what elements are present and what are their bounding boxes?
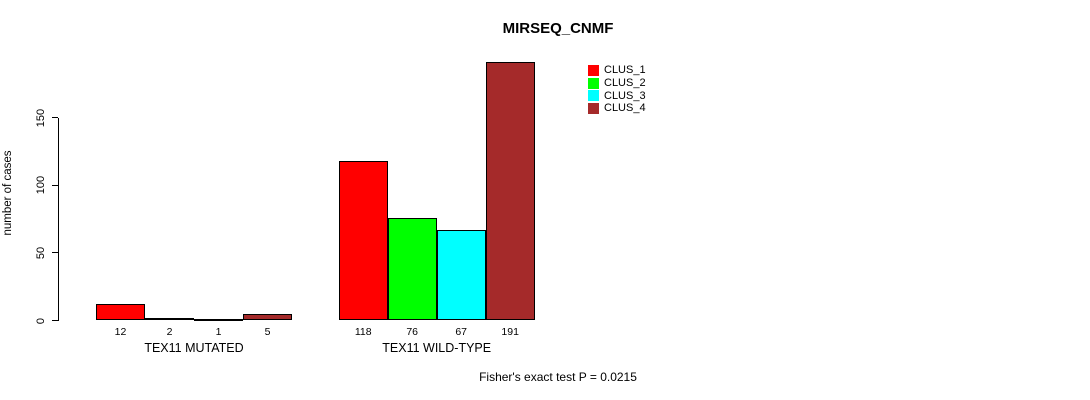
- legend-swatch-icon: [588, 102, 599, 114]
- legend-label: CLUS_2: [604, 77, 646, 90]
- y-tick-mark: [52, 252, 58, 254]
- legend-item-clus_1: CLUS_1: [588, 64, 646, 77]
- bar-clus_2-2: [387, 217, 437, 321]
- bar-value-label: 67: [455, 326, 468, 338]
- bar-clus_4-2: [485, 62, 535, 321]
- bar-value-label: 1: [215, 326, 222, 338]
- bar-clus_2-1: [145, 317, 194, 321]
- legend-swatch-icon: [588, 90, 599, 102]
- legend: CLUS_1 CLUS_2 CLUS_3 CLUS_4: [588, 64, 646, 115]
- y-axis-label: number of cases: [2, 150, 14, 236]
- legend-label: CLUS_1: [604, 64, 646, 77]
- legend-label: CLUS_4: [604, 102, 646, 115]
- y-axis-line: [58, 117, 59, 321]
- bar-value-label: 2: [166, 326, 173, 338]
- y-tick-label: 100: [35, 175, 47, 195]
- bar-clus_1-2: [338, 160, 388, 321]
- legend-label: CLUS_3: [604, 89, 646, 102]
- legend-item-clus_2: CLUS_2: [588, 77, 646, 90]
- x-group-label: TEX11 WILD-TYPE: [382, 341, 492, 355]
- bar-value-label: 191: [501, 326, 519, 338]
- chart-footnote: Fisher's exact test P = 0.0215: [479, 370, 637, 384]
- legend-swatch-icon: [588, 64, 599, 76]
- y-tick-mark: [52, 320, 58, 321]
- y-tick-label: 150: [35, 108, 47, 127]
- legend-swatch-icon: [588, 77, 599, 89]
- bar-clus_3-1: [194, 319, 243, 322]
- bar-clus_3-2: [436, 229, 486, 321]
- bar-clus_4-1: [243, 313, 292, 321]
- legend-item-clus_4: CLUS_4: [588, 102, 646, 115]
- y-tick-mark: [52, 117, 58, 118]
- bar-value-label: 118: [354, 326, 372, 338]
- bar-value-label: 5: [264, 326, 271, 338]
- y-tick-label: 0: [35, 317, 47, 324]
- legend-item-clus_3: CLUS_3: [588, 89, 646, 102]
- bar-clus_1-1: [96, 304, 145, 321]
- bar-value-label: 76: [406, 326, 419, 338]
- x-group-label: TEX11 MUTATED: [144, 341, 244, 355]
- chart-title: MIRSEQ_CNMF: [502, 20, 614, 37]
- y-tick-label: 50: [35, 246, 47, 259]
- bar-value-label: 12: [114, 326, 127, 338]
- y-tick-mark: [52, 184, 58, 186]
